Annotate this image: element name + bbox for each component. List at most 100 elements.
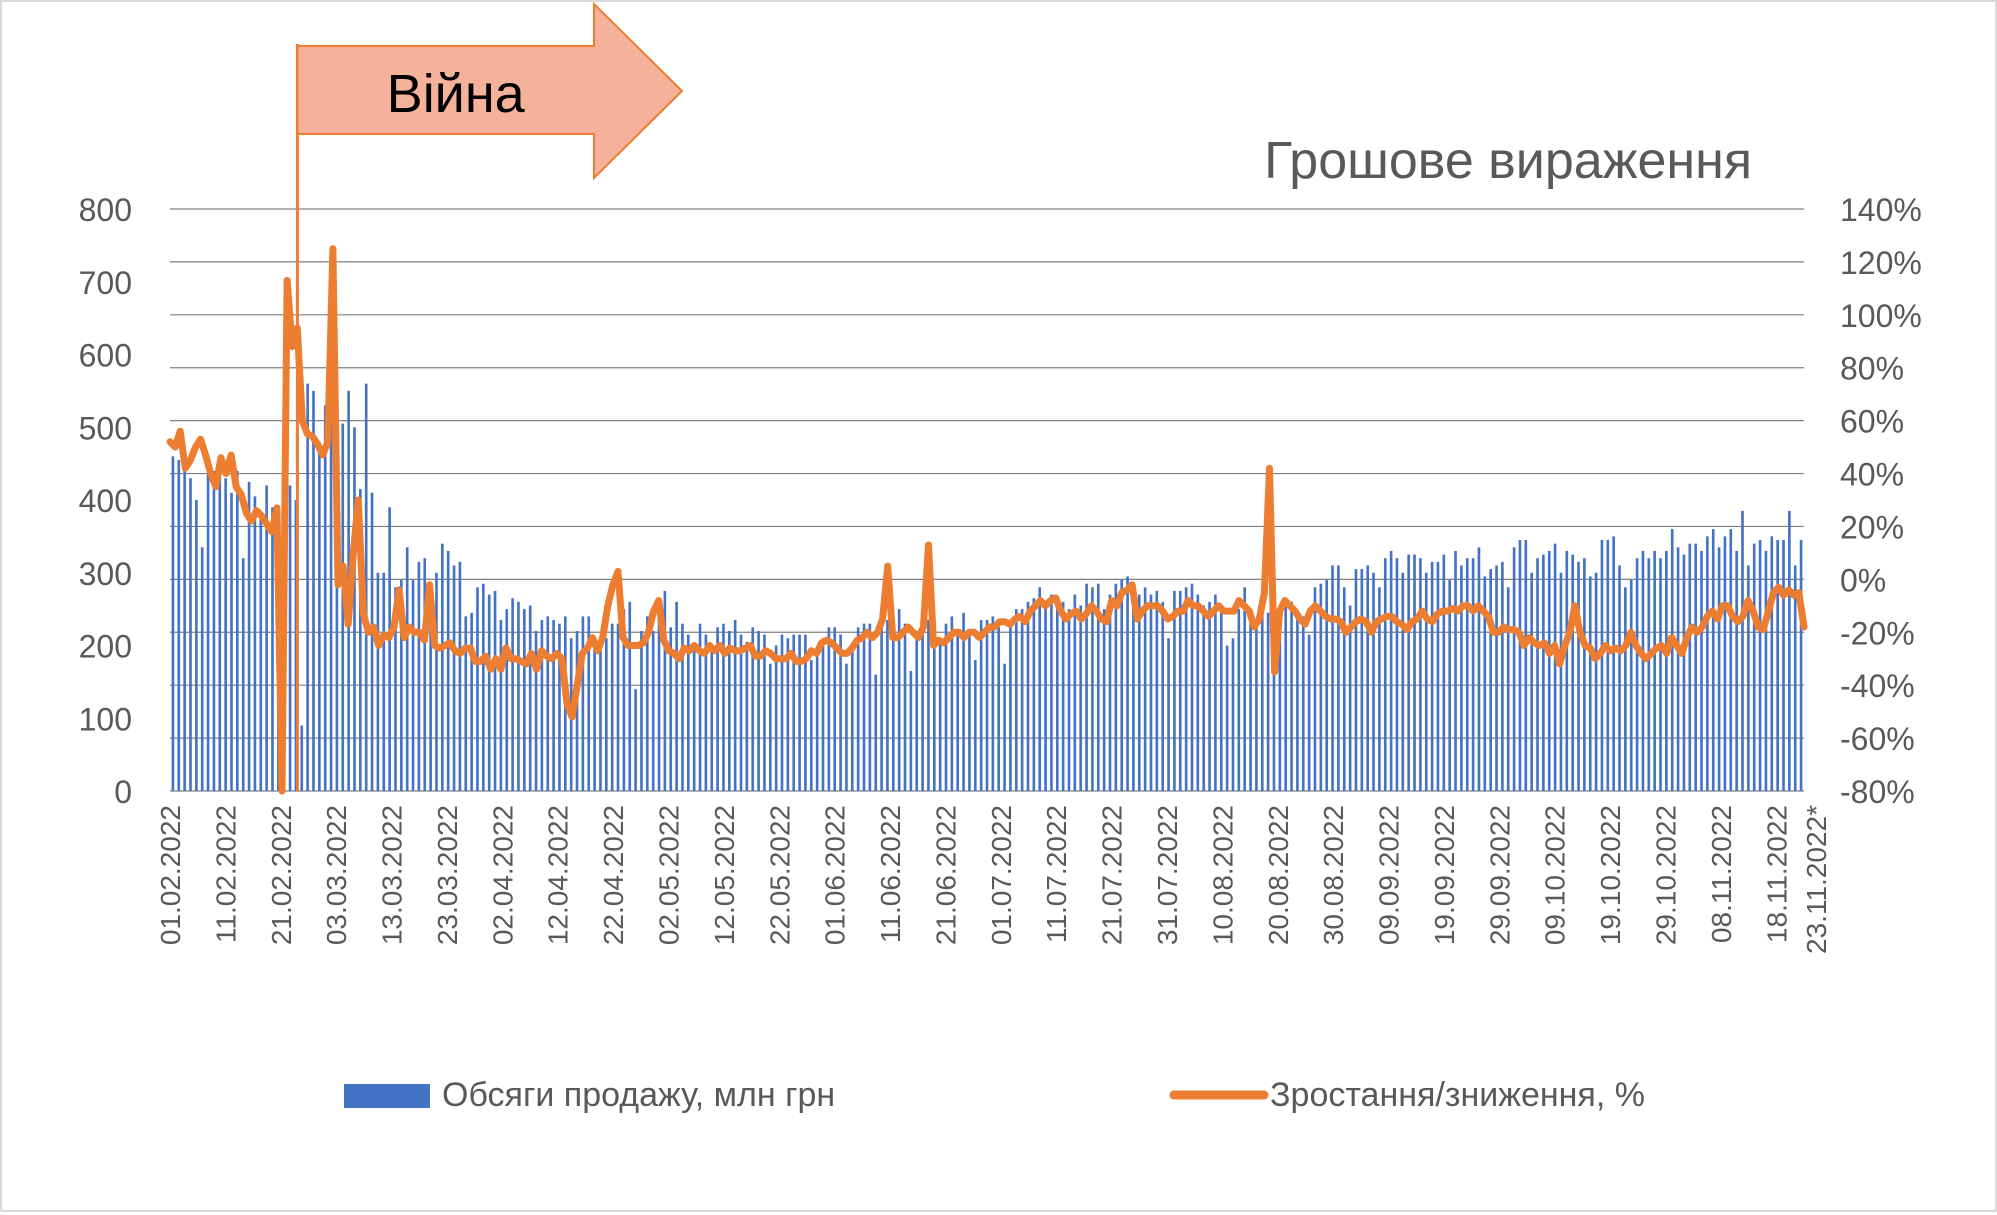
bar [1354, 569, 1358, 791]
bar [482, 583, 485, 791]
bar [1717, 547, 1721, 791]
bar [1600, 540, 1604, 791]
x-axis-tick-label: 18.11.2022 [1761, 805, 1792, 943]
bar [359, 489, 362, 791]
bar [575, 630, 579, 791]
x-axis-tick-label: 12.05.2022 [709, 805, 740, 945]
bar [1190, 583, 1194, 791]
bar [973, 660, 977, 791]
bar [171, 456, 175, 791]
right-axis-tick-label: -60% [1840, 721, 1915, 757]
bar [177, 459, 181, 791]
bar [259, 514, 263, 791]
bar [1776, 540, 1779, 791]
left-axis-tick-label: 500 [79, 410, 132, 446]
bar [874, 674, 878, 791]
bar [839, 634, 842, 791]
bar [968, 630, 971, 791]
bar [1044, 605, 1047, 791]
bar [1114, 583, 1118, 791]
bar [411, 580, 415, 791]
bar [1465, 558, 1469, 791]
bar [1758, 540, 1762, 791]
bar [1782, 540, 1785, 791]
right-axis-tick-label: 20% [1840, 509, 1904, 545]
bar [499, 620, 503, 791]
war-annotation: Війна [295, 1, 684, 791]
bar [1524, 540, 1528, 791]
bar [716, 627, 719, 791]
x-axis-tick-label: 29.10.2022 [1651, 805, 1682, 945]
bar [610, 623, 614, 791]
bar [1635, 558, 1639, 791]
bar [1126, 576, 1129, 791]
bar [241, 558, 245, 791]
bar [1706, 536, 1709, 791]
bar [1711, 529, 1715, 791]
left-axis-ticks: 0 100 200 300 400 500 600 700 800 [79, 192, 132, 810]
bar [218, 456, 222, 791]
war-label: Війна [387, 64, 526, 124]
x-axis-tick-label: 09.10.2022 [1540, 805, 1571, 945]
bar [722, 623, 725, 791]
bar [845, 663, 848, 791]
bar [1536, 558, 1539, 791]
bar [704, 634, 708, 791]
x-axis-tick-label: 21.07.2022 [1097, 805, 1128, 945]
bar [645, 616, 649, 791]
bar [1700, 550, 1703, 791]
bar [1512, 547, 1516, 791]
bar [1682, 554, 1686, 791]
bar [423, 558, 427, 791]
bar [546, 616, 550, 791]
bar [1378, 587, 1381, 791]
bar [1489, 569, 1492, 791]
bar [956, 630, 960, 791]
bar [1389, 550, 1393, 791]
bar [686, 634, 690, 791]
bar [1665, 550, 1668, 791]
bar [1799, 540, 1803, 791]
bar [909, 670, 913, 791]
bar [1073, 594, 1077, 791]
bar [733, 620, 737, 791]
bar [798, 634, 801, 791]
bar [1764, 550, 1768, 791]
bar [265, 485, 268, 791]
bar [1319, 583, 1323, 791]
bar [1430, 561, 1434, 791]
bar [1577, 561, 1580, 791]
bar [183, 449, 186, 791]
bar [1606, 540, 1610, 791]
bar [763, 634, 766, 791]
bar [1448, 580, 1451, 791]
bar [1360, 569, 1364, 791]
bar [1260, 605, 1264, 791]
bar [1547, 550, 1551, 791]
bar [774, 645, 778, 791]
bar [809, 660, 813, 791]
bar [476, 587, 479, 791]
x-axis-tick-label: 23.03.2022 [432, 805, 463, 945]
bar [1020, 609, 1024, 791]
bar [1149, 594, 1153, 791]
bar [534, 630, 538, 791]
bar [271, 507, 274, 791]
left-axis-tick-label: 400 [79, 483, 132, 519]
right-axis-ticks: -80% -60% -40% -20% 0% 20% 40% 60% 80% 100% 120% 14… [1840, 192, 1922, 810]
bar [1454, 550, 1457, 791]
bar [1307, 634, 1311, 791]
bar [1624, 587, 1627, 791]
right-axis-tick-label: 140% [1840, 192, 1922, 228]
bar [1132, 605, 1135, 791]
bar [1565, 550, 1569, 791]
bar [1501, 561, 1504, 791]
bar [739, 634, 743, 791]
bar [997, 627, 1001, 791]
bar [821, 638, 825, 791]
bar [1014, 609, 1018, 791]
bar [1793, 565, 1797, 791]
bar [868, 623, 872, 791]
right-axis-tick-label: 120% [1840, 245, 1922, 281]
